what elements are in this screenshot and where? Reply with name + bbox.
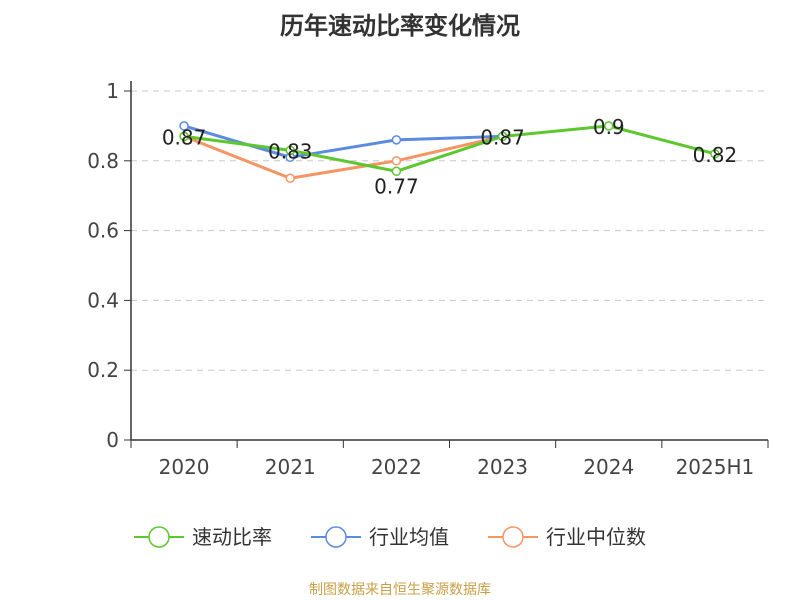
x-tick-label: 2024 — [583, 455, 634, 479]
data-label: 0.87 — [162, 125, 207, 149]
series-line — [183, 124, 716, 173]
data-point — [710, 149, 720, 159]
y-tick-label: 0.6 — [87, 219, 119, 243]
legend-label: 行业均值 — [369, 525, 449, 549]
x-tick-label: 2022 — [371, 455, 422, 479]
axes: 0 0.2 0.4 0.6 0.8 1 2020 2021 2022 2023 2024 2025H1 — [87, 79, 769, 479]
data-point — [391, 135, 402, 145]
x-tick-label: 2025H1 — [676, 455, 755, 479]
data-label: 0.9 — [593, 115, 625, 139]
series-line — [183, 124, 503, 159]
data-point — [497, 131, 508, 142]
legend-label: 速动比率 — [192, 525, 272, 549]
data-label: 0.82 — [693, 143, 738, 167]
legend-marker-icon — [502, 526, 524, 548]
y-tick-label: 0.2 — [87, 358, 119, 382]
x-tick-label: 2023 — [477, 455, 528, 479]
data-point — [391, 166, 402, 177]
data-point — [179, 121, 189, 131]
x-tick-label: 2020 — [159, 455, 210, 479]
data-point — [391, 156, 402, 166]
data-point — [604, 121, 614, 131]
data-label: 0.87 — [480, 125, 525, 149]
y-tick-label: 0 — [106, 428, 119, 452]
series-line — [183, 134, 503, 180]
data-label: 0.83 — [268, 139, 313, 163]
data-labels: 0.87 0.83 0.77 0.87 0.9 0.82 — [162, 115, 737, 198]
data-point — [285, 145, 295, 156]
chart-title: 历年速动比率变化情况 — [280, 12, 520, 40]
data-point — [285, 173, 295, 183]
legend-marker-icon — [148, 526, 170, 548]
legend: 速动比率 行业均值 行业中位数 — [134, 525, 646, 549]
legend-marker-icon — [325, 526, 347, 548]
legend-label: 行业中位数 — [546, 525, 646, 549]
y-tick-label: 0.8 — [87, 149, 119, 173]
source-note: 制图数据来自恒生聚源数据库 — [309, 582, 491, 598]
grid-lines — [131, 90, 768, 371]
y-tick-label: 0.4 — [87, 288, 119, 312]
series-lines — [179, 121, 720, 183]
data-point — [179, 131, 189, 142]
data-label: 0.77 — [374, 174, 419, 198]
x-tick-label: 2021 — [265, 455, 316, 479]
y-tick-label: 1 — [106, 79, 119, 103]
